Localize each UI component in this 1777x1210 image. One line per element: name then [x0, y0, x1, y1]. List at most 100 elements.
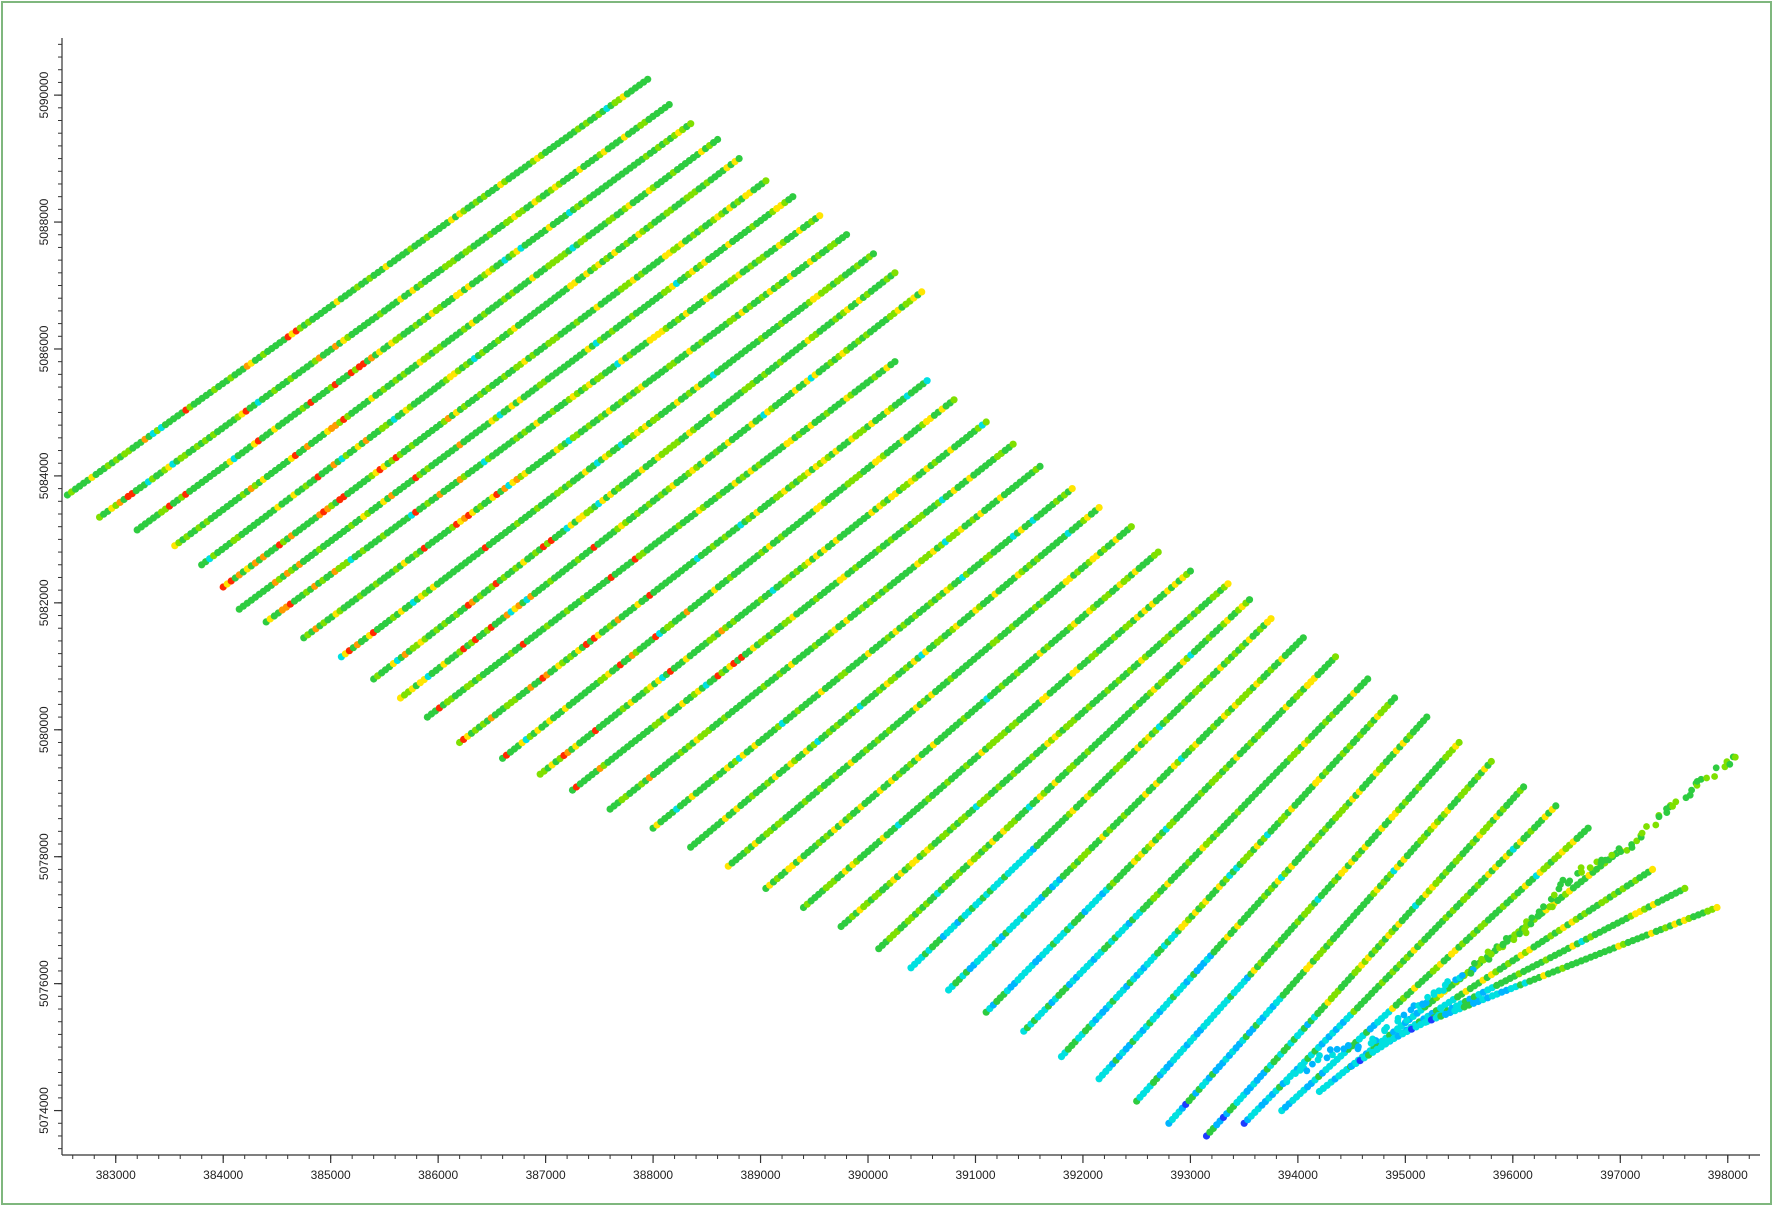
coast-trace-point [1422, 999, 1430, 1007]
y-tick-label: 5082000 [37, 579, 51, 626]
x-tick-label: 387000 [526, 1168, 566, 1182]
coast-trace-point [1617, 848, 1625, 855]
x-tick-label: 388000 [633, 1168, 673, 1182]
survey-point [1423, 713, 1431, 721]
axes: 383000 384000 385000 386000 387000 388000 3890… [37, 38, 1760, 1182]
x-tick-label: 385000 [311, 1168, 351, 1182]
survey-point [1036, 462, 1044, 470]
coast-trace-point [1652, 821, 1660, 829]
coast-trace-point [1577, 864, 1585, 871]
coast-trace-point [1638, 829, 1646, 837]
coast-trace-point [1712, 764, 1720, 772]
survey-point [735, 155, 743, 163]
coast-trace-point [1516, 930, 1523, 938]
x-tick-label: 395000 [1385, 1168, 1425, 1182]
coast-trace-point [1309, 1060, 1316, 1068]
x-tick-label: 398000 [1708, 1168, 1748, 1182]
x-tick-label: 386000 [418, 1168, 458, 1182]
y-tick-label: 5086000 [37, 325, 51, 372]
coast-trace-point [1485, 956, 1493, 963]
survey-point [923, 377, 931, 385]
coast-trace-point [1688, 786, 1695, 794]
survey-point [1299, 634, 1307, 642]
coast-trace-point [1550, 891, 1558, 899]
x-tick-label: 390000 [848, 1168, 888, 1182]
coast-trace-point [1731, 753, 1739, 761]
survey-point [1487, 757, 1495, 766]
coast-trace-point [1540, 903, 1547, 911]
survey-point [1331, 653, 1340, 661]
coast-trace-point [1400, 1011, 1408, 1019]
coast-trace-point [1628, 844, 1636, 851]
coast-trace-point [1655, 813, 1663, 821]
coast-trace-point [1643, 823, 1650, 830]
coast-trace-point [1458, 972, 1466, 979]
survey-point [1009, 440, 1017, 448]
survey-point [687, 120, 695, 128]
x-tick-label: 389000 [741, 1168, 781, 1182]
survey-point [1584, 824, 1592, 832]
coast-trace-point [1711, 773, 1718, 780]
coast-trace-point [1333, 1045, 1341, 1053]
survey-point [1455, 738, 1463, 747]
survey-point [1095, 504, 1103, 512]
survey-point [891, 358, 899, 366]
data-points [63, 75, 1739, 1140]
coast-trace-point [1394, 1014, 1402, 1022]
coast-trace-point [1499, 941, 1507, 949]
coast-trace-point [1549, 903, 1556, 911]
survey-point [644, 75, 652, 83]
survey-point [1224, 580, 1232, 588]
coast-trace-point [1424, 993, 1431, 1001]
coast-trace-point [1355, 1043, 1362, 1051]
survey-point [1681, 884, 1689, 893]
coast-trace-point [1467, 969, 1475, 977]
coast-trace-point [1633, 837, 1641, 845]
x-tick-label: 394000 [1278, 1168, 1318, 1182]
survey-point [762, 177, 770, 185]
coast-trace-point [1487, 950, 1495, 958]
survey-point [789, 193, 797, 201]
y-tick-label: 5078000 [37, 833, 51, 880]
coast-trace-point [1316, 1052, 1323, 1059]
x-tick-label: 393000 [1170, 1168, 1210, 1182]
y-tick-label: 5080000 [37, 706, 51, 753]
coast-trace-point [1430, 989, 1438, 996]
x-tick-label: 396000 [1493, 1168, 1533, 1182]
coast-trace-point [1344, 1042, 1352, 1050]
survey-point [1127, 523, 1135, 531]
coast-trace-point [1478, 955, 1485, 963]
coast-trace-point [1444, 978, 1451, 985]
coast-trace-point [1323, 1054, 1331, 1062]
coast-trace-point [1502, 935, 1510, 942]
coast-trace-point [1471, 960, 1478, 967]
survey-point [1267, 615, 1275, 623]
coast-trace-point [1703, 774, 1710, 782]
coast-trace-point [1726, 760, 1734, 768]
coast-trace-point [1403, 1016, 1411, 1024]
survey-point [1364, 675, 1372, 683]
coast-trace-point [1686, 791, 1694, 799]
coast-trace-point [1564, 879, 1572, 887]
coast-trace-point [1623, 847, 1631, 854]
survey-point [1186, 567, 1194, 575]
coast-trace-point [1528, 914, 1536, 922]
survey-point [816, 212, 824, 220]
coast-trace-point [1608, 851, 1616, 859]
y-tick-label: 5084000 [37, 452, 51, 499]
coast-trace-point [1663, 809, 1671, 816]
coast-trace-point [1370, 1037, 1377, 1045]
x-tick-label: 383000 [96, 1168, 136, 1182]
coast-trace-point [1697, 775, 1705, 783]
coast-trace-point [1326, 1046, 1334, 1054]
survey-point [869, 250, 878, 258]
coast-trace-point [1303, 1067, 1311, 1075]
coast-trace-point [1383, 1024, 1390, 1031]
survey-point [982, 418, 990, 426]
coast-trace-point [1283, 1078, 1291, 1086]
y-tick-label: 5076000 [37, 960, 51, 1007]
coast-trace-point [1329, 1051, 1336, 1059]
coast-trace-point [1559, 876, 1567, 884]
x-tick-label: 392000 [1063, 1168, 1103, 1182]
